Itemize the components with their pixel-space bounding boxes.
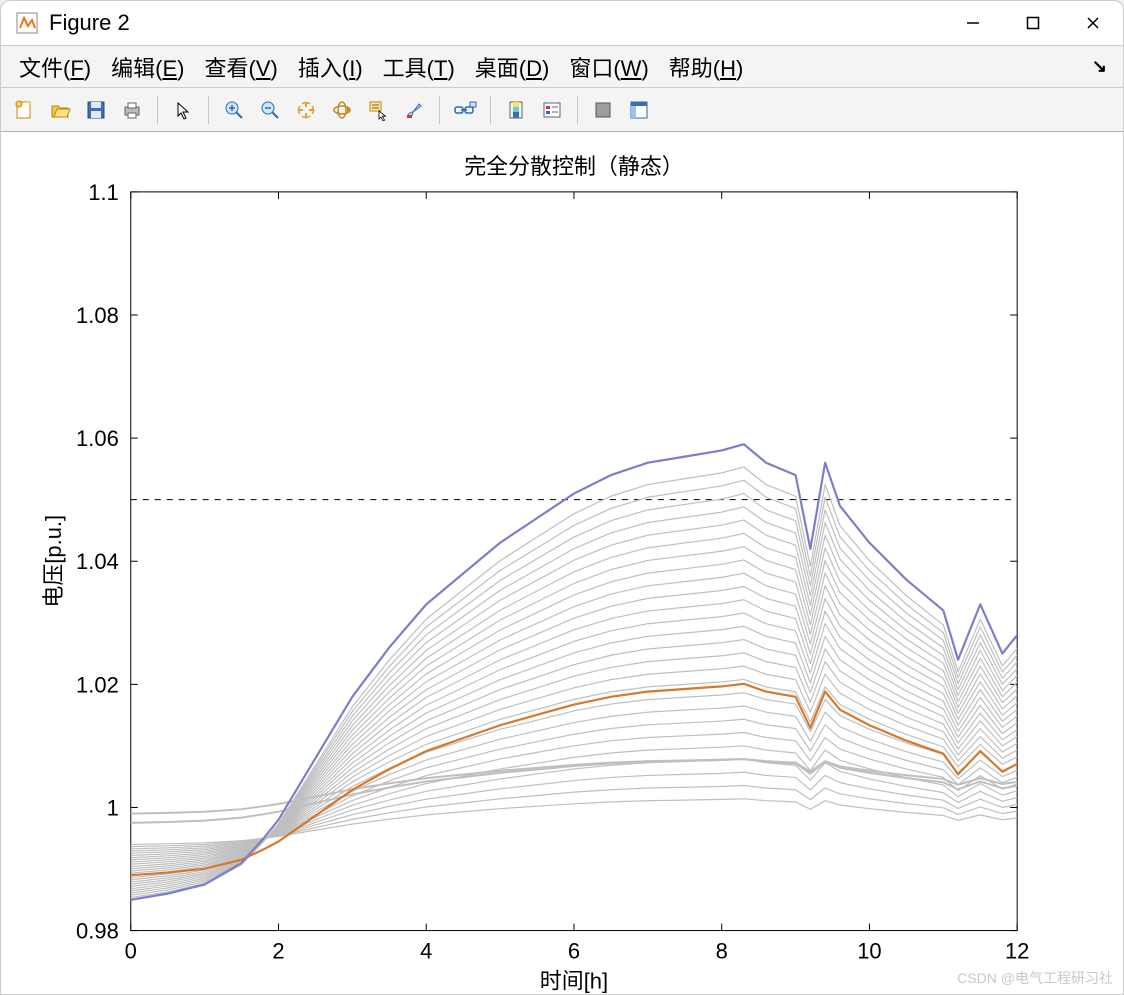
svg-text:时间[h]: 时间[h] [540,968,608,993]
show-plot-tools-icon[interactable] [622,94,656,126]
watermark: CSDN @电气工程研习社 [957,968,1113,988]
axes: 0 2 4 6 8 10 12 0.98 1 1.02 1.04 1.06 1.08 1.1 完全分散控制（… [1,132,1123,993]
hide-plot-tools-icon[interactable] [586,94,620,126]
link-icon[interactable] [448,94,482,126]
svg-text:4: 4 [420,939,432,964]
svg-text:12: 12 [1005,939,1029,964]
pointer-icon[interactable] [166,94,200,126]
svg-text:6: 6 [568,939,580,964]
menu-tools[interactable]: 工具(T) [373,47,465,87]
matlab-figure-icon [15,11,39,35]
svg-text:完全分散控制（静态）: 完全分散控制（静态） [464,154,684,179]
window-title: Figure 2 [49,10,130,36]
svg-text:1.04: 1.04 [76,549,119,574]
zoom-out-icon[interactable] [253,94,287,126]
svg-text:1.1: 1.1 [88,180,119,205]
svg-text:电压[p.u.]: 电压[p.u.] [41,515,66,608]
open-icon[interactable] [43,94,77,126]
menu-window[interactable]: 窗口(W) [559,47,658,87]
menu-edit[interactable]: 编辑(E) [101,47,194,87]
close-button[interactable] [1063,0,1123,46]
svg-text:1: 1 [107,795,119,820]
menu-help[interactable]: 帮助(H) [659,47,754,87]
menu-view[interactable]: 查看(V) [194,47,287,87]
figure-canvas[interactable]: 0 2 4 6 8 10 12 0.98 1 1.02 1.04 1.06 1.08 1.1 完全分散控制（… [0,132,1124,995]
brush-icon[interactable] [397,94,431,126]
svg-text:1.02: 1.02 [76,672,119,697]
dock-icon[interactable]: ↘ [1092,56,1115,77]
colorbar-icon[interactable] [499,94,533,126]
titlebar: Figure 2 [0,0,1124,46]
minimize-button[interactable] [943,0,1003,46]
toolbar [0,88,1124,132]
save-icon[interactable] [79,94,113,126]
data-cursor-icon[interactable] [361,94,395,126]
zoom-in-icon[interactable] [217,94,251,126]
svg-text:2: 2 [272,939,284,964]
svg-text:0: 0 [125,939,137,964]
svg-text:10: 10 [857,939,881,964]
svg-text:8: 8 [716,939,728,964]
rotate-3d-icon[interactable] [325,94,359,126]
new-figure-icon[interactable] [7,94,41,126]
menu-file[interactable]: 文件(F) [9,47,101,87]
print-icon[interactable] [115,94,149,126]
legend-icon[interactable] [535,94,569,126]
menu-insert[interactable]: 插入(I) [288,47,373,87]
maximize-button[interactable] [1003,0,1063,46]
pan-icon[interactable] [289,94,323,126]
svg-text:1.06: 1.06 [76,426,119,451]
svg-text:0.98: 0.98 [76,919,119,944]
svg-text:1.08: 1.08 [76,303,119,328]
menubar: 文件(F) 编辑(E) 查看(V) 插入(I) 工具(T) 桌面(D) 窗口(W… [0,46,1124,88]
menu-desktop[interactable]: 桌面(D) [465,47,560,87]
